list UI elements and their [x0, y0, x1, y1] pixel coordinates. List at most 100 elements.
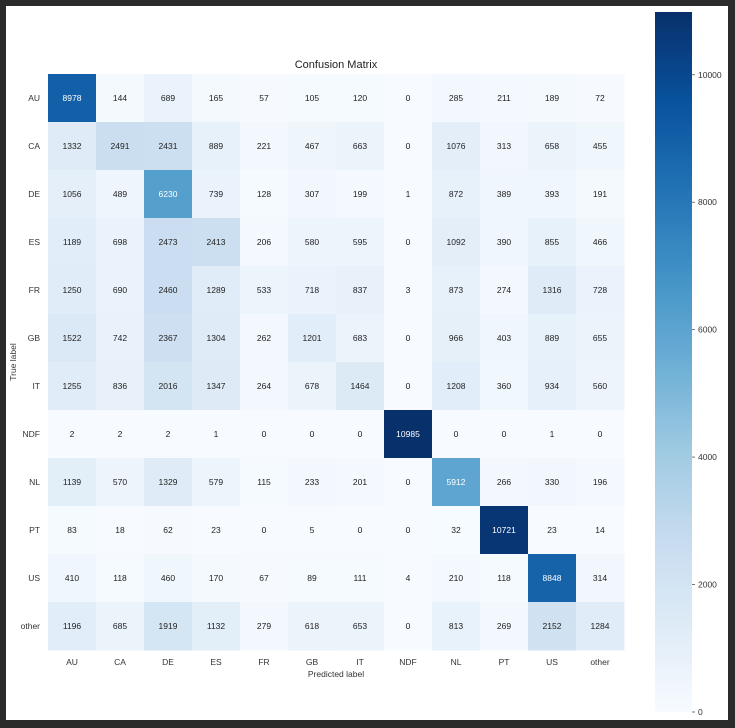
heatmap-cell [432, 266, 481, 315]
cell-value-label: 389 [497, 189, 511, 199]
cell-value-label: 330 [545, 477, 559, 487]
cell-value-label: 199 [353, 189, 367, 199]
heatmap-cell [48, 554, 97, 603]
cell-value-label: 466 [593, 237, 607, 247]
heatmap-cell [384, 122, 433, 171]
cell-value-label: 1076 [447, 141, 466, 151]
cell-value-label: 595 [353, 237, 367, 247]
heatmap-cell [336, 458, 385, 507]
x-tick-label: IT [356, 657, 364, 667]
x-tick-label: NDF [399, 657, 416, 667]
cell-value-label: 6230 [159, 189, 178, 199]
cell-value-label: 118 [497, 573, 511, 583]
heatmap-cell [576, 506, 625, 555]
cell-value-label: 264 [257, 381, 271, 391]
confusion-matrix-chart: Confusion Matrix Predicted label True la… [8, 12, 722, 717]
heatmap-cell [528, 458, 577, 507]
heatmap-cell [480, 602, 529, 651]
heatmap-cell [432, 602, 481, 651]
heatmap-cell [144, 170, 193, 219]
cell-value-label: 2491 [111, 141, 130, 151]
cell-value-label: 0 [406, 477, 411, 487]
cell-value-label: 285 [449, 93, 463, 103]
heatmap-cell [144, 362, 193, 411]
cell-value-label: 262 [257, 333, 271, 343]
cell-value-label: 0 [406, 93, 411, 103]
heatmap-cell [96, 506, 145, 555]
heatmap-cell [480, 410, 529, 459]
cell-value-label: 72 [595, 93, 605, 103]
heatmap-cell [480, 506, 529, 555]
cell-value-label: 128 [257, 189, 271, 199]
y-tick-label: DE [28, 189, 40, 199]
cell-value-label: 1316 [543, 285, 562, 295]
heatmap-cell [576, 410, 625, 459]
heatmap-cell [480, 170, 529, 219]
cell-value-label: 115 [257, 477, 271, 487]
heatmap-cell [48, 218, 97, 267]
cell-value-label: 560 [593, 381, 607, 391]
heatmap-cell [576, 602, 625, 651]
heatmap-cell [288, 506, 337, 555]
cell-value-label: 1056 [63, 189, 82, 199]
cell-value-label: 2 [118, 429, 123, 439]
heatmap-cell [384, 506, 433, 555]
cell-value-label: 1250 [63, 285, 82, 295]
cell-value-label: 170 [209, 573, 223, 583]
heatmap-cell [192, 602, 241, 651]
heatmap-cell [576, 218, 625, 267]
heatmap-cell [96, 170, 145, 219]
cell-value-label: 580 [305, 237, 319, 247]
heatmap-cell [336, 170, 385, 219]
cell-value-label: 570 [113, 477, 127, 487]
heatmap-cell [528, 314, 577, 363]
cell-value-label: 467 [305, 141, 319, 151]
cell-value-label: 872 [449, 189, 463, 199]
cell-value-label: 1347 [207, 381, 226, 391]
cell-value-label: 889 [545, 333, 559, 343]
cell-value-label: 314 [593, 573, 607, 583]
cell-value-label: 313 [497, 141, 511, 151]
heatmap-cell [384, 74, 433, 123]
heatmap-cell [528, 602, 577, 651]
chart-title: Confusion Matrix [295, 59, 378, 71]
cell-value-label: 690 [113, 285, 127, 295]
cell-value-label: 111 [354, 573, 367, 583]
heatmap-cell [432, 122, 481, 171]
heatmap-cell [96, 410, 145, 459]
cell-value-label: 0 [262, 525, 267, 535]
cell-value-label: 742 [113, 333, 127, 343]
cell-value-label: 0 [598, 429, 603, 439]
cell-value-label: 23 [547, 525, 557, 535]
heatmap-cell [336, 218, 385, 267]
cell-value-label: 8978 [63, 93, 82, 103]
cell-value-label: 1329 [159, 477, 178, 487]
cell-value-label: 3 [406, 285, 411, 295]
heatmap-cell [384, 554, 433, 603]
heatmap-cell [528, 266, 577, 315]
heatmap-cell [144, 554, 193, 603]
heatmap-cell [288, 314, 337, 363]
x-tick-label: FR [258, 657, 269, 667]
y-tick-label: CA [28, 141, 40, 151]
cell-value-label: 0 [406, 525, 411, 535]
cell-value-label: 1464 [351, 381, 370, 391]
heatmap-cell [144, 218, 193, 267]
heatmap-cell [528, 122, 577, 171]
heatmap-cell [576, 266, 625, 315]
cell-value-label: 89 [307, 573, 317, 583]
cell-value-label: 836 [113, 381, 127, 391]
colorbar-tick-label: 2000 [698, 580, 717, 590]
heatmap-cell [288, 218, 337, 267]
cell-value-label: 10721 [492, 525, 516, 535]
heatmap-cell [528, 74, 577, 123]
heatmap-cell [480, 458, 529, 507]
heatmap-cell [576, 74, 625, 123]
cell-value-label: 0 [406, 333, 411, 343]
x-tick-label: GB [306, 657, 319, 667]
cell-value-label: 0 [502, 429, 507, 439]
heatmap-cell [288, 74, 337, 123]
cell-value-label: 698 [113, 237, 127, 247]
cell-value-label: 533 [257, 285, 271, 295]
cell-value-label: 191 [593, 189, 607, 199]
